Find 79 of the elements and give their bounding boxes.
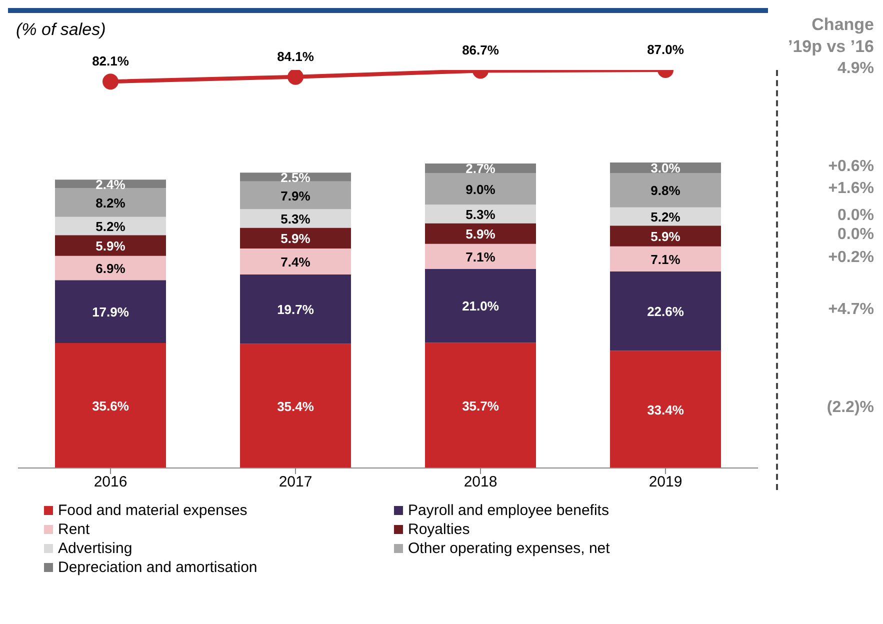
bar [425,244,536,269]
text: +0.6% [827,158,874,176]
data-label: 86.7% [462,42,500,58]
data-label: 82.1% [92,54,130,69]
text: Change ’19p vs ’16 [786,14,874,58]
data-label: 5.9% [96,238,126,254]
text: 0.0% [836,206,874,225]
bar [240,274,351,344]
bar [425,342,536,468]
bar [55,342,166,468]
text: (% of sales) [16,20,106,40]
data-label: 2.7% [466,161,496,176]
data-label: 8.2% [96,195,126,210]
point [288,70,304,85]
x-tick-label: 2018 [464,474,498,491]
data-label: 33.4% [647,402,684,418]
data-label: 5.9% [466,226,496,242]
bar [425,268,536,343]
data-label: 3.0% [650,160,681,176]
bar [55,235,166,256]
bar [610,207,721,226]
bar [610,271,721,351]
data-label: 5.2% [650,210,681,225]
bar [610,226,721,246]
legend-label: Royalties [408,521,470,538]
legend-label: Rent [58,521,90,538]
text: +4.7% [827,301,874,319]
bar [610,350,721,468]
bar [610,172,721,208]
data-label: 5.9% [280,231,311,246]
bar [240,248,351,274]
bar [55,256,166,280]
data-label: 2.4% [96,176,126,192]
data-label: 35.6% [92,398,130,414]
x-tick-label: 2016 [94,474,128,491]
bar [240,344,351,468]
data-label: 7.1% [650,252,681,267]
x-tick-label: 2017 [278,474,312,491]
bar [425,204,536,224]
bar [425,172,536,205]
data-label: 5.9% [650,229,681,244]
data-label: 19.7% [277,302,314,318]
data-label: 5.3% [280,211,311,226]
data-label: 22.6% [647,304,684,320]
bar [55,216,166,236]
legend-label: Food and material expenses [58,502,248,519]
data-label: 9.8% [650,183,681,198]
x-tick-label: 2019 [648,474,682,491]
data-label: 9.0% [466,182,496,197]
data-label: 7.9% [280,188,311,204]
legend-label: Depreciation and amortisation [58,559,258,576]
legend-label: Other operating expenses, net [408,540,610,557]
data-label: 17.9% [92,304,130,320]
bar [425,223,536,244]
data-label: 87.0% [647,42,684,57]
data-label: 35.4% [277,398,314,414]
data-label: 5.3% [466,206,496,222]
bar [55,280,166,343]
legend-label: Payroll and employee benefits [408,502,609,519]
data-label: 6.9% [96,260,126,276]
data-label: 7.1% [466,249,496,264]
data-label: 2.5% [280,170,311,186]
text: (2.2)% [826,399,874,418]
text: 0.0% [836,226,874,244]
data-label: 21.0% [462,298,500,314]
bar [240,209,351,228]
data-label: 35.7% [462,398,500,414]
bar [240,228,351,248]
text: 4.9% [836,60,874,78]
text: +1.6% [827,180,874,198]
legend-label: Advertising [58,540,132,557]
bar [240,181,351,210]
data-label: 7.4% [280,254,311,270]
text: +0.2% [827,248,874,267]
data-label: 5.2% [96,219,126,234]
bar [55,188,166,217]
bar [610,246,721,272]
data-label: 84.1% [277,48,314,64]
point [102,74,118,90]
